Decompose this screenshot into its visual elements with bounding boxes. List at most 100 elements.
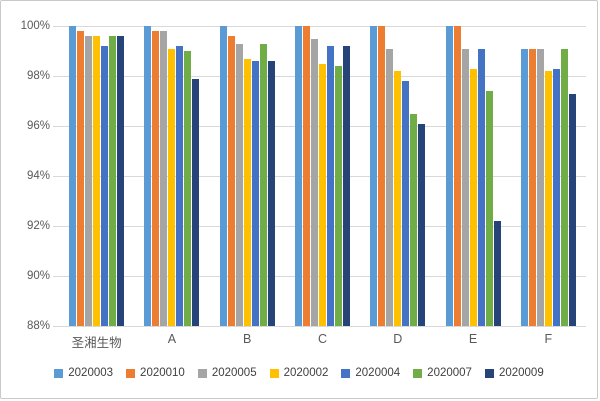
- bar-2020005-B: [235, 43, 243, 326]
- bar-2020010-圣湘生物: [77, 31, 85, 326]
- bar-2020009-C: [342, 46, 350, 326]
- bar-group-C: [285, 26, 360, 326]
- bar-2020009-A: [192, 78, 200, 326]
- bar-2020007-C: [334, 66, 342, 326]
- bar-groups-container: [59, 26, 586, 326]
- bar-group-圣湘生物: [59, 26, 134, 326]
- y-axis-label: 98%: [26, 70, 50, 82]
- bar-2020009-圣湘生物: [117, 36, 125, 326]
- legend-label: 2020003: [68, 367, 114, 379]
- gridline-100%: 100%: [21, 20, 586, 32]
- bar-2020010-B: [227, 36, 235, 326]
- bar-2020003-D: [370, 26, 378, 326]
- legend-item-2020007: 2020007: [413, 367, 472, 379]
- legend-swatch-icon: [341, 368, 351, 378]
- bar-2020004-圣湘生物: [101, 46, 109, 326]
- x-axis-labels: 圣湘生物 A B C D E F: [59, 332, 586, 351]
- y-axis-label: 88%: [26, 320, 50, 332]
- x-axis-label-D: D: [393, 332, 403, 346]
- bar-group-A: [134, 26, 209, 326]
- legend: 2020003 2020010 2020005 2020002 2020004 20200…: [1, 367, 597, 379]
- legend-label: 2020007: [427, 367, 472, 379]
- plot-area: 100% 98% 96% 94% 92% 90% 88%: [21, 20, 586, 332]
- bar-2020004-C: [326, 46, 334, 326]
- bar-2020002-F: [544, 71, 552, 326]
- bar-2020005-D: [386, 48, 394, 326]
- bar-2020007-A: [184, 51, 192, 326]
- bar-2020009-D: [418, 123, 426, 326]
- y-axis-label: 92%: [26, 220, 50, 232]
- bar-2020007-E: [485, 91, 493, 326]
- y-axis-label: 96%: [26, 120, 50, 132]
- bar-2020004-B: [251, 61, 259, 326]
- y-axis-tick: [53, 326, 59, 327]
- legend-label: 2020005: [211, 367, 257, 379]
- legend-item-2020010: 2020010: [126, 367, 185, 379]
- legend-swatch-icon: [484, 368, 494, 378]
- bar-2020004-E: [477, 48, 485, 326]
- y-axis-label: 94%: [26, 170, 50, 182]
- legend-swatch-icon: [126, 368, 136, 378]
- legend-label: 2020009: [498, 367, 544, 379]
- legend-swatch-icon: [54, 368, 64, 378]
- bar-2020005-F: [536, 48, 544, 326]
- x-axis-label-B: B: [243, 332, 252, 346]
- bar-group-E: [435, 26, 510, 326]
- y-axis-tick: [53, 26, 59, 27]
- bar-2020002-圣湘生物: [93, 36, 101, 326]
- bar-2020003-C: [294, 26, 302, 326]
- bar-2020010-D: [378, 26, 386, 326]
- bar-2020003-F: [520, 48, 528, 326]
- bar-group-F: [511, 26, 586, 326]
- bar-2020009-F: [568, 93, 576, 326]
- bar-2020007-圣湘生物: [109, 36, 117, 326]
- bar-2020002-C: [318, 63, 326, 326]
- legend-swatch-icon: [197, 368, 207, 378]
- bar-2020010-C: [302, 26, 310, 326]
- x-axis-label-A: A: [167, 332, 177, 346]
- bar-2020003-圣湘生物: [69, 26, 77, 326]
- bar-2020003-A: [144, 26, 152, 326]
- y-axis-label: 100%: [20, 20, 50, 32]
- bar-2020009-E: [493, 221, 501, 326]
- bar-2020002-E: [469, 68, 477, 326]
- bar-2020005-C: [310, 38, 318, 326]
- bar-group-D: [360, 26, 435, 326]
- gridline-88%: 88%: [27, 320, 586, 332]
- bar-2020010-F: [528, 48, 536, 326]
- bar-2020005-圣湘生物: [85, 36, 93, 326]
- bar-2020007-B: [259, 43, 267, 326]
- x-axis-label-圣湘生物: 圣湘生物: [71, 336, 122, 350]
- legend-swatch-icon: [269, 368, 279, 378]
- legend-label: 2020010: [140, 367, 185, 379]
- bar-2020002-D: [394, 71, 402, 326]
- legend-item-2020002: 2020002: [269, 367, 329, 379]
- bar-2020002-A: [168, 48, 176, 326]
- bar-2020004-D: [402, 81, 410, 326]
- bar-2020004-A: [176, 46, 184, 326]
- bar-2020005-A: [160, 31, 168, 326]
- legend-item-2020005: 2020005: [197, 367, 257, 379]
- y-axis-tick: [53, 126, 59, 127]
- y-axis-tick: [53, 276, 59, 277]
- x-axis-label-F: F: [544, 332, 553, 346]
- bar-2020002-B: [243, 58, 251, 326]
- y-axis-tick: [53, 226, 59, 227]
- bar-2020007-F: [560, 48, 568, 326]
- legend-swatch-icon: [413, 368, 423, 378]
- legend-item-2020003: 2020003: [54, 367, 113, 379]
- legend-label: 2020002: [283, 367, 329, 379]
- y-axis-label: 90%: [26, 270, 50, 282]
- x-axis-label-C: C: [317, 332, 327, 346]
- legend-item-2020009: 2020009: [484, 367, 544, 379]
- legend-item-2020004: 2020004: [341, 367, 400, 379]
- bar-group-B: [210, 26, 285, 326]
- bar-2020010-E: [453, 26, 461, 326]
- bar-2020004-F: [552, 68, 560, 326]
- bar-2020010-A: [152, 31, 160, 326]
- bar-2020005-E: [461, 48, 469, 326]
- bar-2020007-D: [410, 113, 418, 326]
- y-axis-tick: [53, 76, 59, 77]
- legend-label: 2020004: [355, 367, 401, 379]
